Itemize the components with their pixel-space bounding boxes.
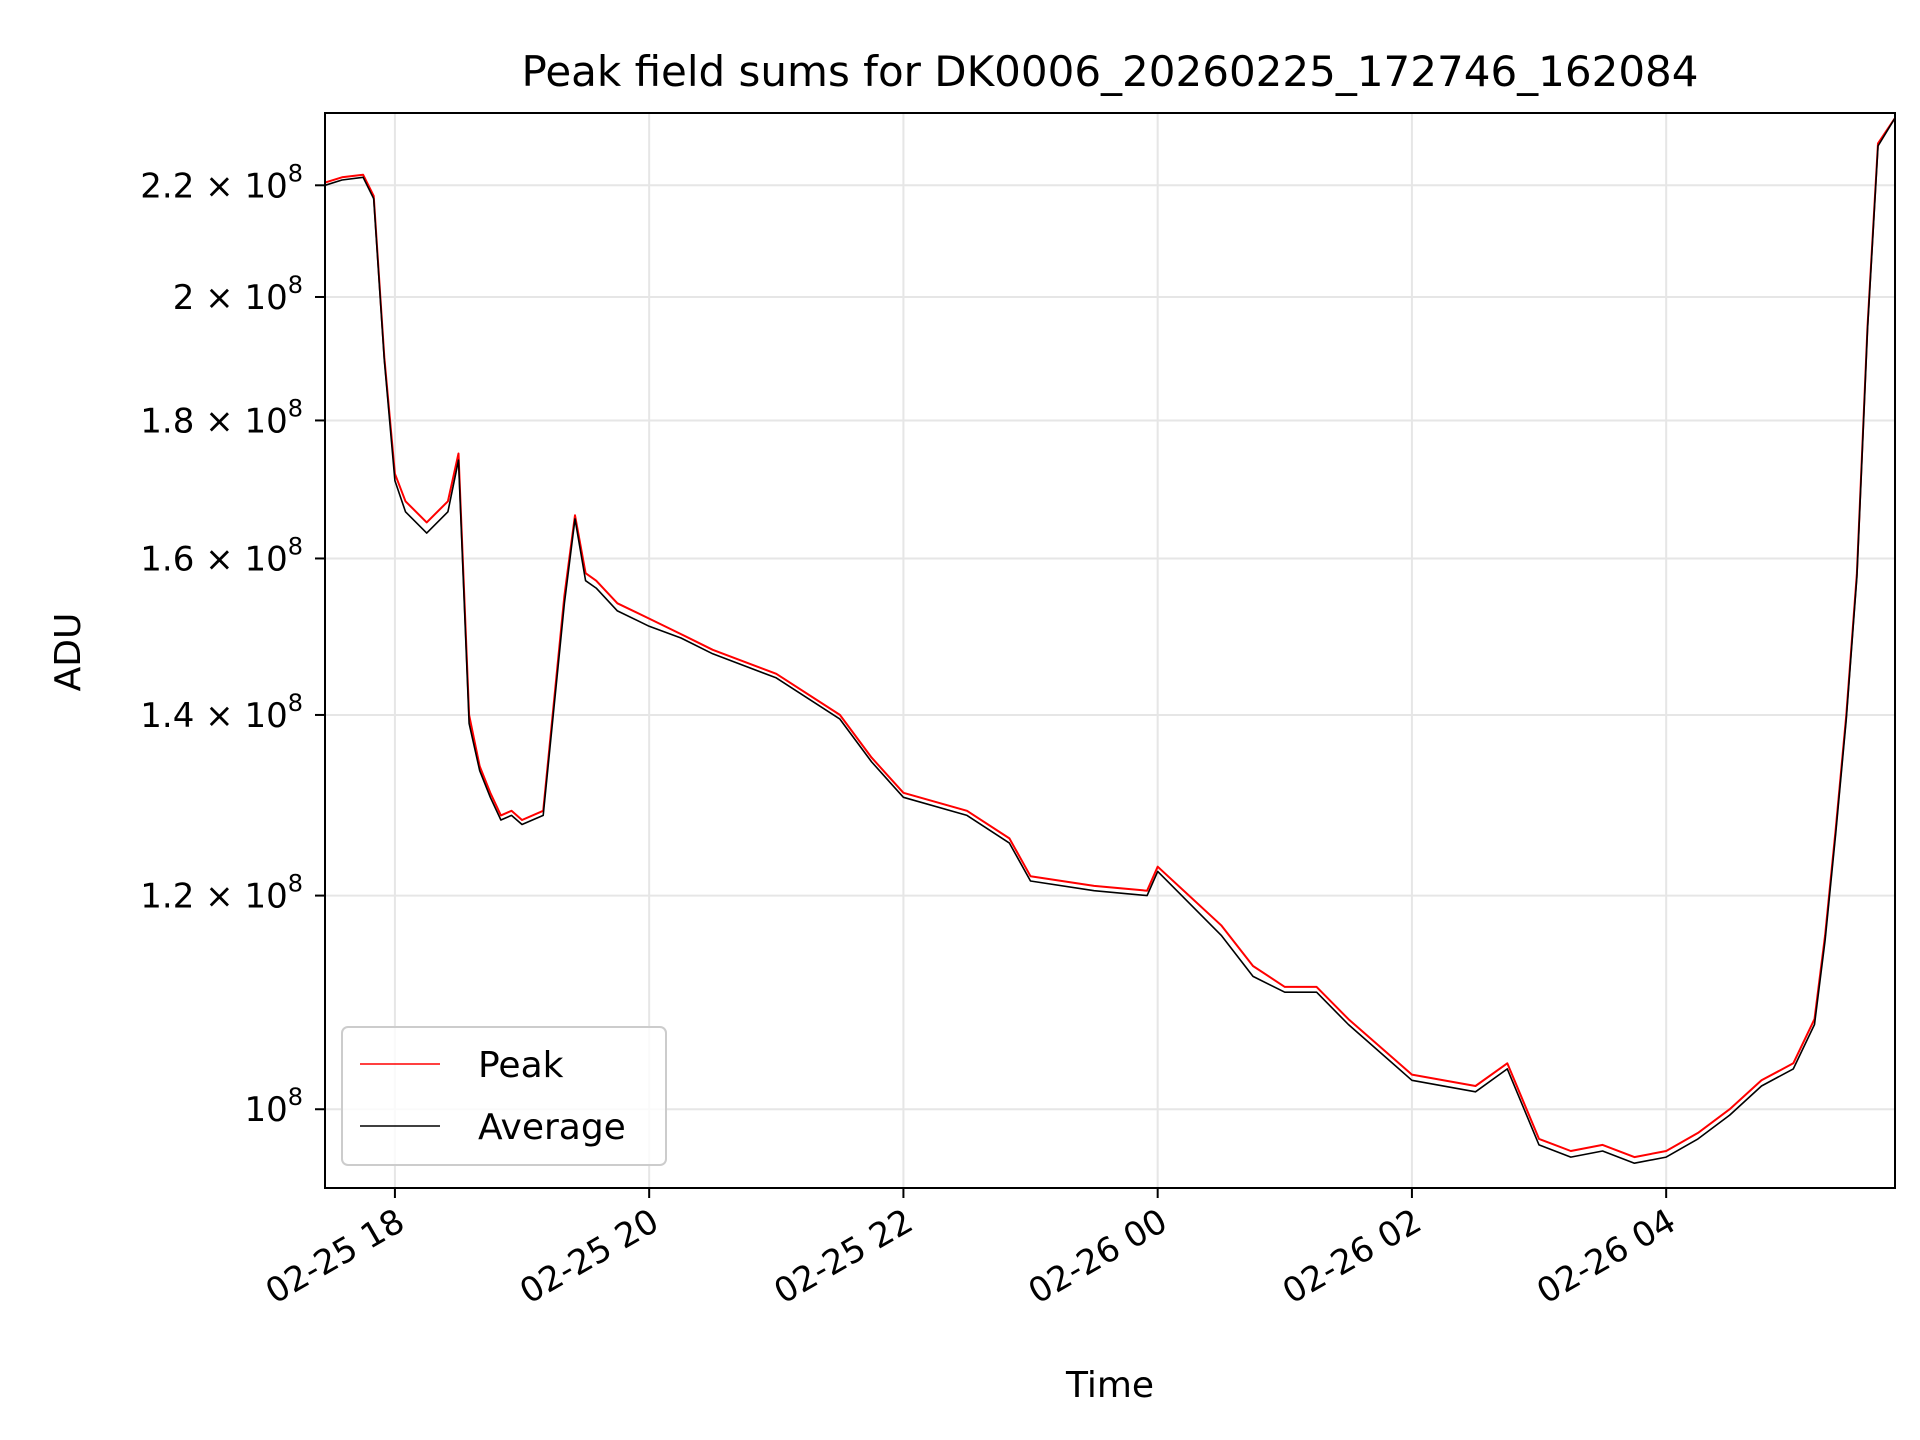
series-line-average [324, 117, 1896, 1164]
legend-label-average: Average [478, 1107, 626, 1148]
y-tick-label: 1.4 × 108 [140, 689, 303, 736]
y-tick-label: 2.2 × 108 [140, 159, 303, 206]
y-axis-label: ADU [48, 613, 89, 692]
y-tick-label: 1.6 × 108 [140, 532, 303, 579]
plot-frame [324, 112, 1896, 1189]
chart-title: Peak field sums for DK0006_20260225_1727… [521, 47, 1698, 96]
legend: Peak Average [341, 1026, 667, 1166]
y-tick-label: 2 × 108 [173, 271, 303, 318]
y-tick-label: 1.2 × 108 [140, 870, 303, 917]
legend-box [341, 1026, 667, 1166]
y-tick-label: 1.8 × 108 [140, 394, 303, 441]
legend-label-peak: Peak [478, 1045, 564, 1086]
x-axis-label: Time [1065, 1365, 1154, 1406]
grid [325, 113, 1895, 1188]
y-axis-ticks: 2.2 × 108 2 × 108 1.8 × 108 1.6 × 108 1.4 × … [140, 159, 325, 1130]
plot-lines [324, 117, 1896, 1164]
